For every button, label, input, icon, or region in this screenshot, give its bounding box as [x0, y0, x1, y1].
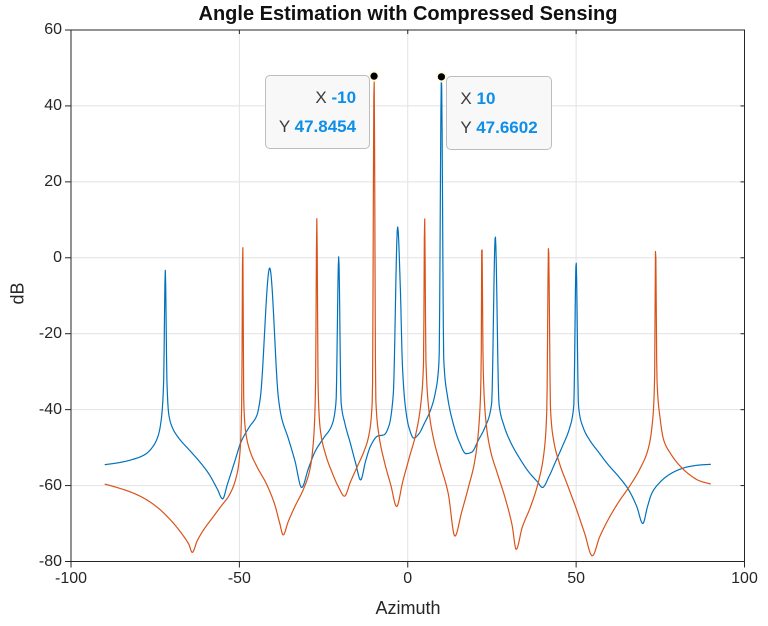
x-axis-label: Azimuth [375, 598, 441, 618]
tick-marks [65, 29, 745, 568]
y-tick-label: 20 [44, 172, 62, 190]
y-tick-label: -40 [38, 400, 62, 418]
datatip-y-label: Y [278, 117, 290, 137]
datatip-marker[interactable] [437, 73, 446, 81]
y-axis-label: dB [7, 282, 28, 305]
datatip-markers[interactable] [368, 70, 447, 83]
datatip-y-value: 47.8454 [294, 117, 357, 137]
curve-blue-spectrum[interactable] [104, 78, 712, 525]
x-tick-label: -50 [227, 570, 251, 587]
y-tick-label: -80 [38, 552, 62, 570]
datatip-x-value: -10 [331, 88, 357, 108]
curves[interactable] [104, 78, 712, 557]
x-tick-label: 50 [567, 570, 586, 587]
x-tick-label: 100 [731, 570, 758, 587]
y-tick-label: -20 [38, 324, 62, 342]
datatip-x-value: 10 [476, 88, 496, 108]
datatip-orange-spectrum[interactable]: X -10 Y 47.8454 [264, 75, 371, 150]
datatip-y-label: Y [460, 117, 472, 137]
datatip-y-value: 47.6602 [476, 117, 538, 137]
y-tick-label: -60 [38, 476, 62, 494]
y-tick-label: 40 [44, 96, 62, 114]
datatip-x-label: X [315, 88, 327, 108]
x-tick-label: -100 [54, 570, 88, 587]
y-tick-label: 0 [53, 248, 62, 266]
x-tick-label: 0 [403, 570, 413, 587]
chart-title: Angle Estimation with Compressed Sensing [198, 3, 618, 25]
curve-orange-spectrum[interactable] [104, 81, 712, 557]
datatip-marker[interactable] [370, 72, 378, 80]
datatip-x-label: X [460, 88, 472, 108]
y-tick-label: 60 [44, 21, 62, 38]
datatip-blue-spectrum[interactable]: X 10 Y 47.6602 [446, 75, 552, 150]
gridlines [71, 30, 745, 562]
